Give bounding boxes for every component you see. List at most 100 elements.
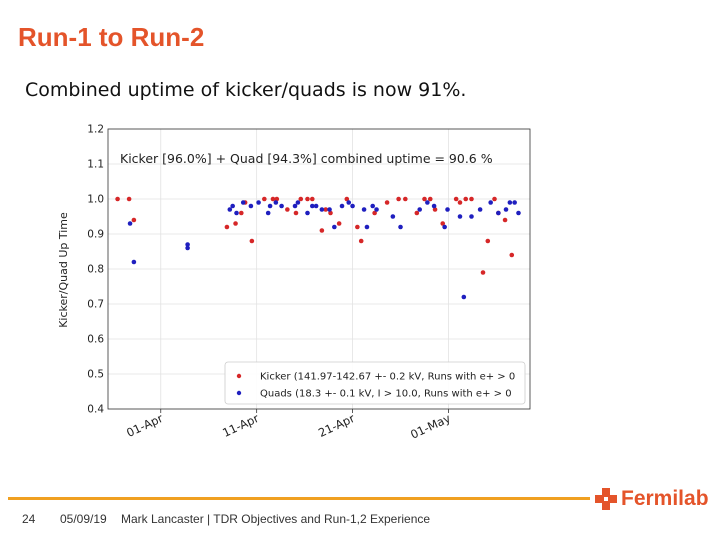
quad-point bbox=[516, 210, 521, 216]
kicker-point bbox=[457, 200, 463, 205]
quad-point bbox=[346, 200, 352, 205]
legend-label-quads: Quads (18.3 +- 0.1 kV, I > 10.0, Runs wi… bbox=[260, 389, 512, 400]
quad-point bbox=[425, 200, 430, 205]
fermilab-mark-icon bbox=[595, 488, 617, 510]
quad-point bbox=[332, 224, 337, 230]
x-tick-label: 11-Apr bbox=[220, 411, 261, 440]
quad-point bbox=[248, 203, 254, 209]
kicker-point bbox=[131, 217, 137, 223]
y-tick-labels: 0.4 0.5 0.6 0.7 0.8 0.9 1.0 1.1 1.2 bbox=[87, 124, 104, 416]
quad-point bbox=[279, 203, 284, 209]
kicker-point bbox=[403, 196, 408, 202]
footer-divider bbox=[8, 497, 590, 500]
kicker-point bbox=[115, 196, 120, 202]
legend-marker-quads bbox=[236, 390, 242, 396]
quad-point bbox=[496, 210, 501, 216]
quad-point bbox=[507, 200, 513, 205]
kicker-point bbox=[485, 238, 491, 244]
kicker-point bbox=[323, 207, 329, 212]
kicker-point bbox=[502, 217, 508, 223]
quad-point bbox=[267, 203, 273, 209]
kicker-point bbox=[492, 196, 497, 202]
quad-point bbox=[256, 200, 261, 205]
kicker-point bbox=[233, 221, 238, 226]
kicker-point bbox=[453, 196, 459, 202]
plot-frame bbox=[107, 128, 531, 410]
x-tick-label: 21-Apr bbox=[316, 411, 357, 440]
legend-label-kicker: Kicker (141.97-142.67 +- 0.2 kV, Runs wi… bbox=[260, 372, 515, 383]
kicker-point bbox=[126, 196, 132, 202]
slide-title: Run-1 to Run-2 bbox=[18, 22, 205, 52]
kicker-point bbox=[344, 196, 350, 202]
kicker-point bbox=[262, 196, 267, 202]
kicker-point bbox=[293, 210, 299, 216]
quad-point bbox=[273, 200, 279, 205]
quad-point bbox=[374, 207, 379, 212]
chart-title: Kicker [96.0%] + Quad [94.3%] combined u… bbox=[120, 151, 493, 166]
y-tick-label: 0.4 bbox=[87, 404, 104, 416]
y-axis-label: Kicker/Quad Up Time bbox=[57, 212, 70, 328]
kicker-point bbox=[249, 238, 255, 244]
uptime-scatter-chart: 0.4 0.5 0.6 0.7 0.8 0.9 1.0 1.1 1.2 01-Apr 11-Apr… bbox=[57, 124, 531, 442]
kicker-point bbox=[285, 207, 290, 212]
quad-point bbox=[185, 245, 190, 251]
kicker-point bbox=[432, 207, 438, 212]
kicker-point bbox=[384, 200, 390, 205]
quad-point bbox=[240, 200, 246, 205]
quad-point bbox=[350, 203, 355, 209]
legend: Kicker (141.97-142.67 +- 0.2 kV, Runs wi… bbox=[224, 361, 526, 405]
quad-point bbox=[442, 224, 447, 230]
quad-point bbox=[469, 214, 474, 219]
kicker-point bbox=[305, 196, 310, 202]
quad-point bbox=[390, 214, 396, 219]
kicker-point bbox=[355, 224, 360, 230]
kicker-point bbox=[239, 210, 244, 216]
quad-point bbox=[339, 203, 345, 209]
fermilab-logo-text: Fermilab bbox=[621, 487, 709, 510]
quad-point bbox=[370, 203, 376, 209]
quad-point bbox=[127, 221, 133, 226]
y-tick-label: 1.1 bbox=[87, 159, 104, 171]
quad-point bbox=[512, 200, 517, 205]
x-tick-label: 01-May bbox=[408, 411, 453, 442]
quad-point bbox=[445, 207, 450, 212]
quad-point bbox=[398, 224, 403, 230]
quad-point bbox=[305, 210, 310, 216]
page-number: 24 bbox=[22, 512, 36, 526]
quad-point bbox=[234, 210, 239, 216]
quad-point bbox=[292, 203, 298, 209]
kicker-point bbox=[440, 221, 446, 226]
y-tick-label: 0.7 bbox=[87, 299, 104, 311]
quad-point bbox=[309, 203, 315, 209]
kicker-point bbox=[469, 196, 474, 202]
kicker-point bbox=[427, 196, 433, 202]
kicker-point bbox=[396, 196, 401, 202]
x-tick-label: 01-Apr bbox=[124, 411, 165, 440]
y-tick-label: 0.9 bbox=[87, 229, 104, 241]
quad-point bbox=[227, 207, 233, 212]
quad-point bbox=[417, 207, 423, 212]
quad-point bbox=[503, 207, 509, 212]
quad-point bbox=[230, 203, 235, 209]
y-tick-label: 0.5 bbox=[87, 369, 104, 381]
quad-point bbox=[477, 207, 483, 212]
x-tick-labels: 01-Apr 11-Apr 21-Apr 01-May bbox=[124, 409, 453, 442]
kicker-point bbox=[309, 196, 315, 202]
quad-point bbox=[313, 203, 319, 209]
kicker-point bbox=[270, 196, 276, 202]
kicker-point bbox=[298, 196, 304, 202]
kicker-point bbox=[414, 210, 420, 216]
quad-point bbox=[265, 210, 271, 216]
slide-credit: Mark Lancaster | TDR Objectives and Run-… bbox=[121, 512, 431, 526]
y-tick-label: 0.8 bbox=[87, 264, 104, 276]
kicker-point bbox=[480, 270, 486, 275]
quad-point bbox=[327, 207, 332, 212]
quad-point bbox=[461, 294, 467, 300]
kicker-point bbox=[372, 210, 377, 216]
quad-point bbox=[131, 259, 137, 265]
kicker-point bbox=[328, 210, 333, 216]
slide-subtitle: Combined uptime of kicker/quads is now 9… bbox=[25, 79, 467, 101]
kicker-point bbox=[358, 238, 364, 244]
quad-point bbox=[364, 224, 370, 230]
quad-point bbox=[361, 207, 367, 212]
